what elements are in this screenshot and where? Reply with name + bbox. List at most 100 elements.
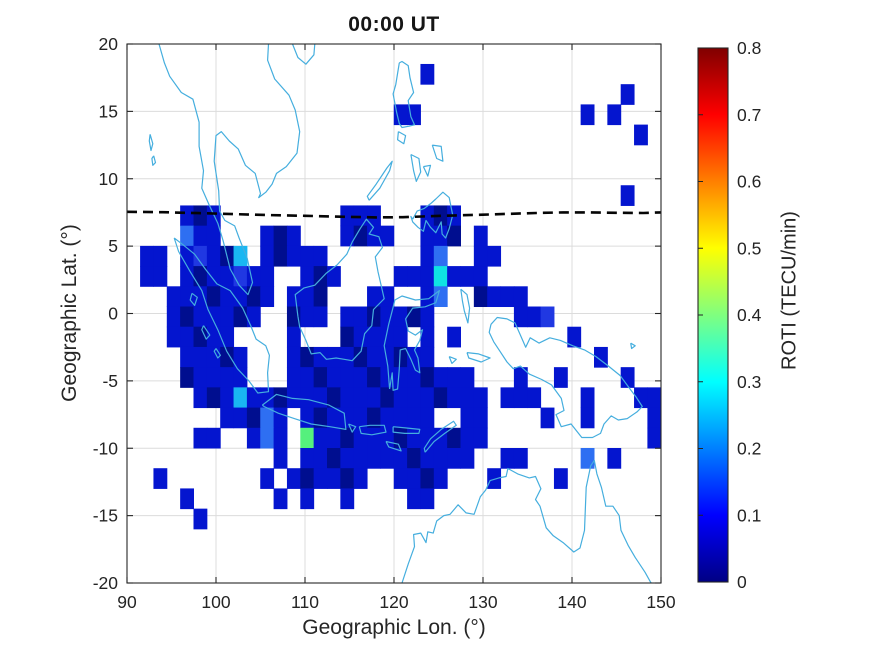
heatmap-cell xyxy=(407,387,421,409)
y-tick-label: -5 xyxy=(102,371,118,391)
heatmap-cell xyxy=(380,346,395,368)
heatmap-cell xyxy=(233,266,248,287)
heatmap-cell xyxy=(193,427,208,449)
heatmap-cell xyxy=(220,266,235,287)
heatmap-cell xyxy=(340,448,355,469)
heatmap-cell xyxy=(233,286,248,308)
heatmap-cell xyxy=(313,468,328,489)
heatmap-cell xyxy=(340,468,355,489)
heatmap-cell xyxy=(367,427,381,449)
heatmap-cell xyxy=(313,266,328,287)
heatmap-cell xyxy=(180,488,194,510)
heatmap-cell xyxy=(580,448,595,469)
heatmap-cell xyxy=(393,326,408,348)
heatmap-cell xyxy=(393,427,408,449)
heatmap-cell xyxy=(433,448,448,469)
heatmap-cell xyxy=(340,367,355,388)
heatmap-cell xyxy=(300,367,315,388)
heatmap-cell xyxy=(473,407,488,429)
heatmap-cell xyxy=(233,367,248,388)
heatmap-cell xyxy=(540,407,555,429)
heatmap-cell xyxy=(367,286,381,308)
heatmap-cell xyxy=(420,205,435,227)
heatmap-cell xyxy=(367,387,381,409)
heatmap-cell xyxy=(407,488,421,510)
heatmap-cell xyxy=(513,387,528,409)
heatmap-cell xyxy=(620,367,635,388)
heatmap-cell xyxy=(420,488,435,510)
heatmap-cell xyxy=(433,286,448,308)
heatmap-cell xyxy=(286,387,301,409)
coastline-java xyxy=(261,393,347,430)
coastline-nias xyxy=(189,292,198,306)
heatmap-cell xyxy=(220,367,235,388)
colorbar-tick-label: 0.2 xyxy=(737,439,761,459)
heatmap-cell xyxy=(634,387,648,409)
heatmap-cell xyxy=(206,346,221,368)
y-tick-label: 0 xyxy=(108,304,118,324)
x-tick-label: 90 xyxy=(117,592,137,612)
heatmap-cell xyxy=(180,225,194,247)
heatmap-cell xyxy=(367,346,381,368)
heatmap-cell xyxy=(513,448,528,469)
heatmap-cell xyxy=(393,266,408,287)
heatmap-cell xyxy=(193,387,208,409)
heatmap-cell xyxy=(407,367,421,388)
heatmap-cell xyxy=(407,346,421,368)
heatmap-cell xyxy=(647,407,661,429)
heatmap-cell xyxy=(273,488,288,510)
heatmap-cell xyxy=(180,346,194,368)
heatmap-cell xyxy=(367,306,381,328)
heatmap-cell xyxy=(220,387,235,409)
heatmap-cell xyxy=(246,427,261,449)
heatmap-cell xyxy=(273,225,288,247)
heatmap-cell xyxy=(313,407,328,429)
heatmap-cell xyxy=(353,346,368,368)
heatmap-cell xyxy=(153,468,168,489)
heatmap-cell xyxy=(447,387,461,409)
heatmap-cell xyxy=(206,367,221,388)
heatmap-cell xyxy=(193,326,208,348)
heatmap-cell xyxy=(300,448,315,469)
heatmap-cell xyxy=(300,286,315,308)
coastline-mindoro xyxy=(397,131,407,145)
heatmap-cell xyxy=(246,407,261,429)
heatmap-cell xyxy=(180,266,194,287)
heatmap-cell xyxy=(206,427,221,449)
heatmap-cell xyxy=(447,326,461,348)
heatmap-cell xyxy=(193,508,208,530)
heatmap-cell xyxy=(220,407,235,429)
heatmap-cell xyxy=(433,387,448,409)
heatmap-cell xyxy=(420,346,435,368)
heatmap-cell xyxy=(433,245,448,267)
heatmap-cell xyxy=(220,306,235,328)
heatmap-cell xyxy=(407,266,421,287)
heatmap-cell xyxy=(300,488,315,510)
heatmap-cell xyxy=(353,448,368,469)
coastline-hainan xyxy=(291,44,316,65)
heatmap-cell xyxy=(206,306,221,328)
heatmap-cell xyxy=(367,326,381,348)
coastline-siberut xyxy=(201,325,211,340)
heatmap-cell xyxy=(433,427,448,449)
heatmap-cell xyxy=(313,367,328,388)
heatmap-cell xyxy=(340,326,355,348)
coastline-andaman-1 xyxy=(148,134,154,152)
heatmap-cell xyxy=(500,387,515,409)
heatmap-cell xyxy=(353,468,368,489)
heatmap-cell xyxy=(447,427,461,449)
colorbar-tick-label: 0 xyxy=(737,572,747,592)
heatmap-cell xyxy=(260,245,275,267)
heatmap-cell xyxy=(286,367,301,388)
heatmap-cell xyxy=(286,326,301,348)
heatmap-cell xyxy=(313,427,328,449)
tick-labels: 90 100 110 120 130 140 150 20 15 10 5 0 -5 -10 -15 -20 xyxy=(93,34,676,612)
heatmap-cell xyxy=(620,84,635,105)
heatmap-cell xyxy=(180,306,194,328)
heatmap-cell xyxy=(327,346,341,368)
heatmap-cell xyxy=(166,326,181,348)
heatmap-cell xyxy=(460,387,475,409)
heatmap-cell xyxy=(313,448,328,469)
x-tick-label: 100 xyxy=(201,592,230,612)
heatmap-cell xyxy=(286,245,301,267)
